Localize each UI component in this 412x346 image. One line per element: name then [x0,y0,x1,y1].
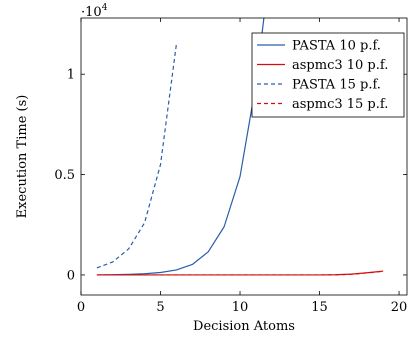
x-tick-label: 10 [232,300,249,315]
x-tick-label: 5 [156,300,164,315]
y-scale-dot: ·10 [81,5,102,20]
x-axis-label: Decision Atoms [193,319,295,334]
x-tick-label: 20 [391,300,408,315]
y-tick-label: 1 [67,68,75,83]
legend-label-1: PASTA 10 p.f. [292,39,381,54]
series-line-4 [96,270,384,276]
ticks-layer: 0 5 10 15 20 0 0.5 1 [54,18,407,315]
series-layer [96,18,384,276]
plot-frame [80,17,408,296]
legend-label-2: aspmc3 10 p.f. [292,58,388,73]
x-tick-label: 15 [311,300,328,315]
y-axis-label: Execution Time (s) [15,95,30,219]
series-line-1 [96,18,265,276]
y-tick-label: 0.5 [54,168,75,183]
legend-box [251,32,405,118]
y-scale-exponent: 4 [102,3,108,13]
y-tick-label: 0 [67,268,75,283]
series-line-3 [96,44,178,269]
y-scale-label: ·104 [81,3,108,20]
legend: PASTA 10 p.f. aspmc3 10 p.f. PASTA 15 p.f.… [251,32,405,118]
x-tick-label: 0 [77,300,85,315]
legend-label-4: aspmc3 15 p.f. [292,97,388,112]
legend-label-3: PASTA 15 p.f. [292,78,381,93]
